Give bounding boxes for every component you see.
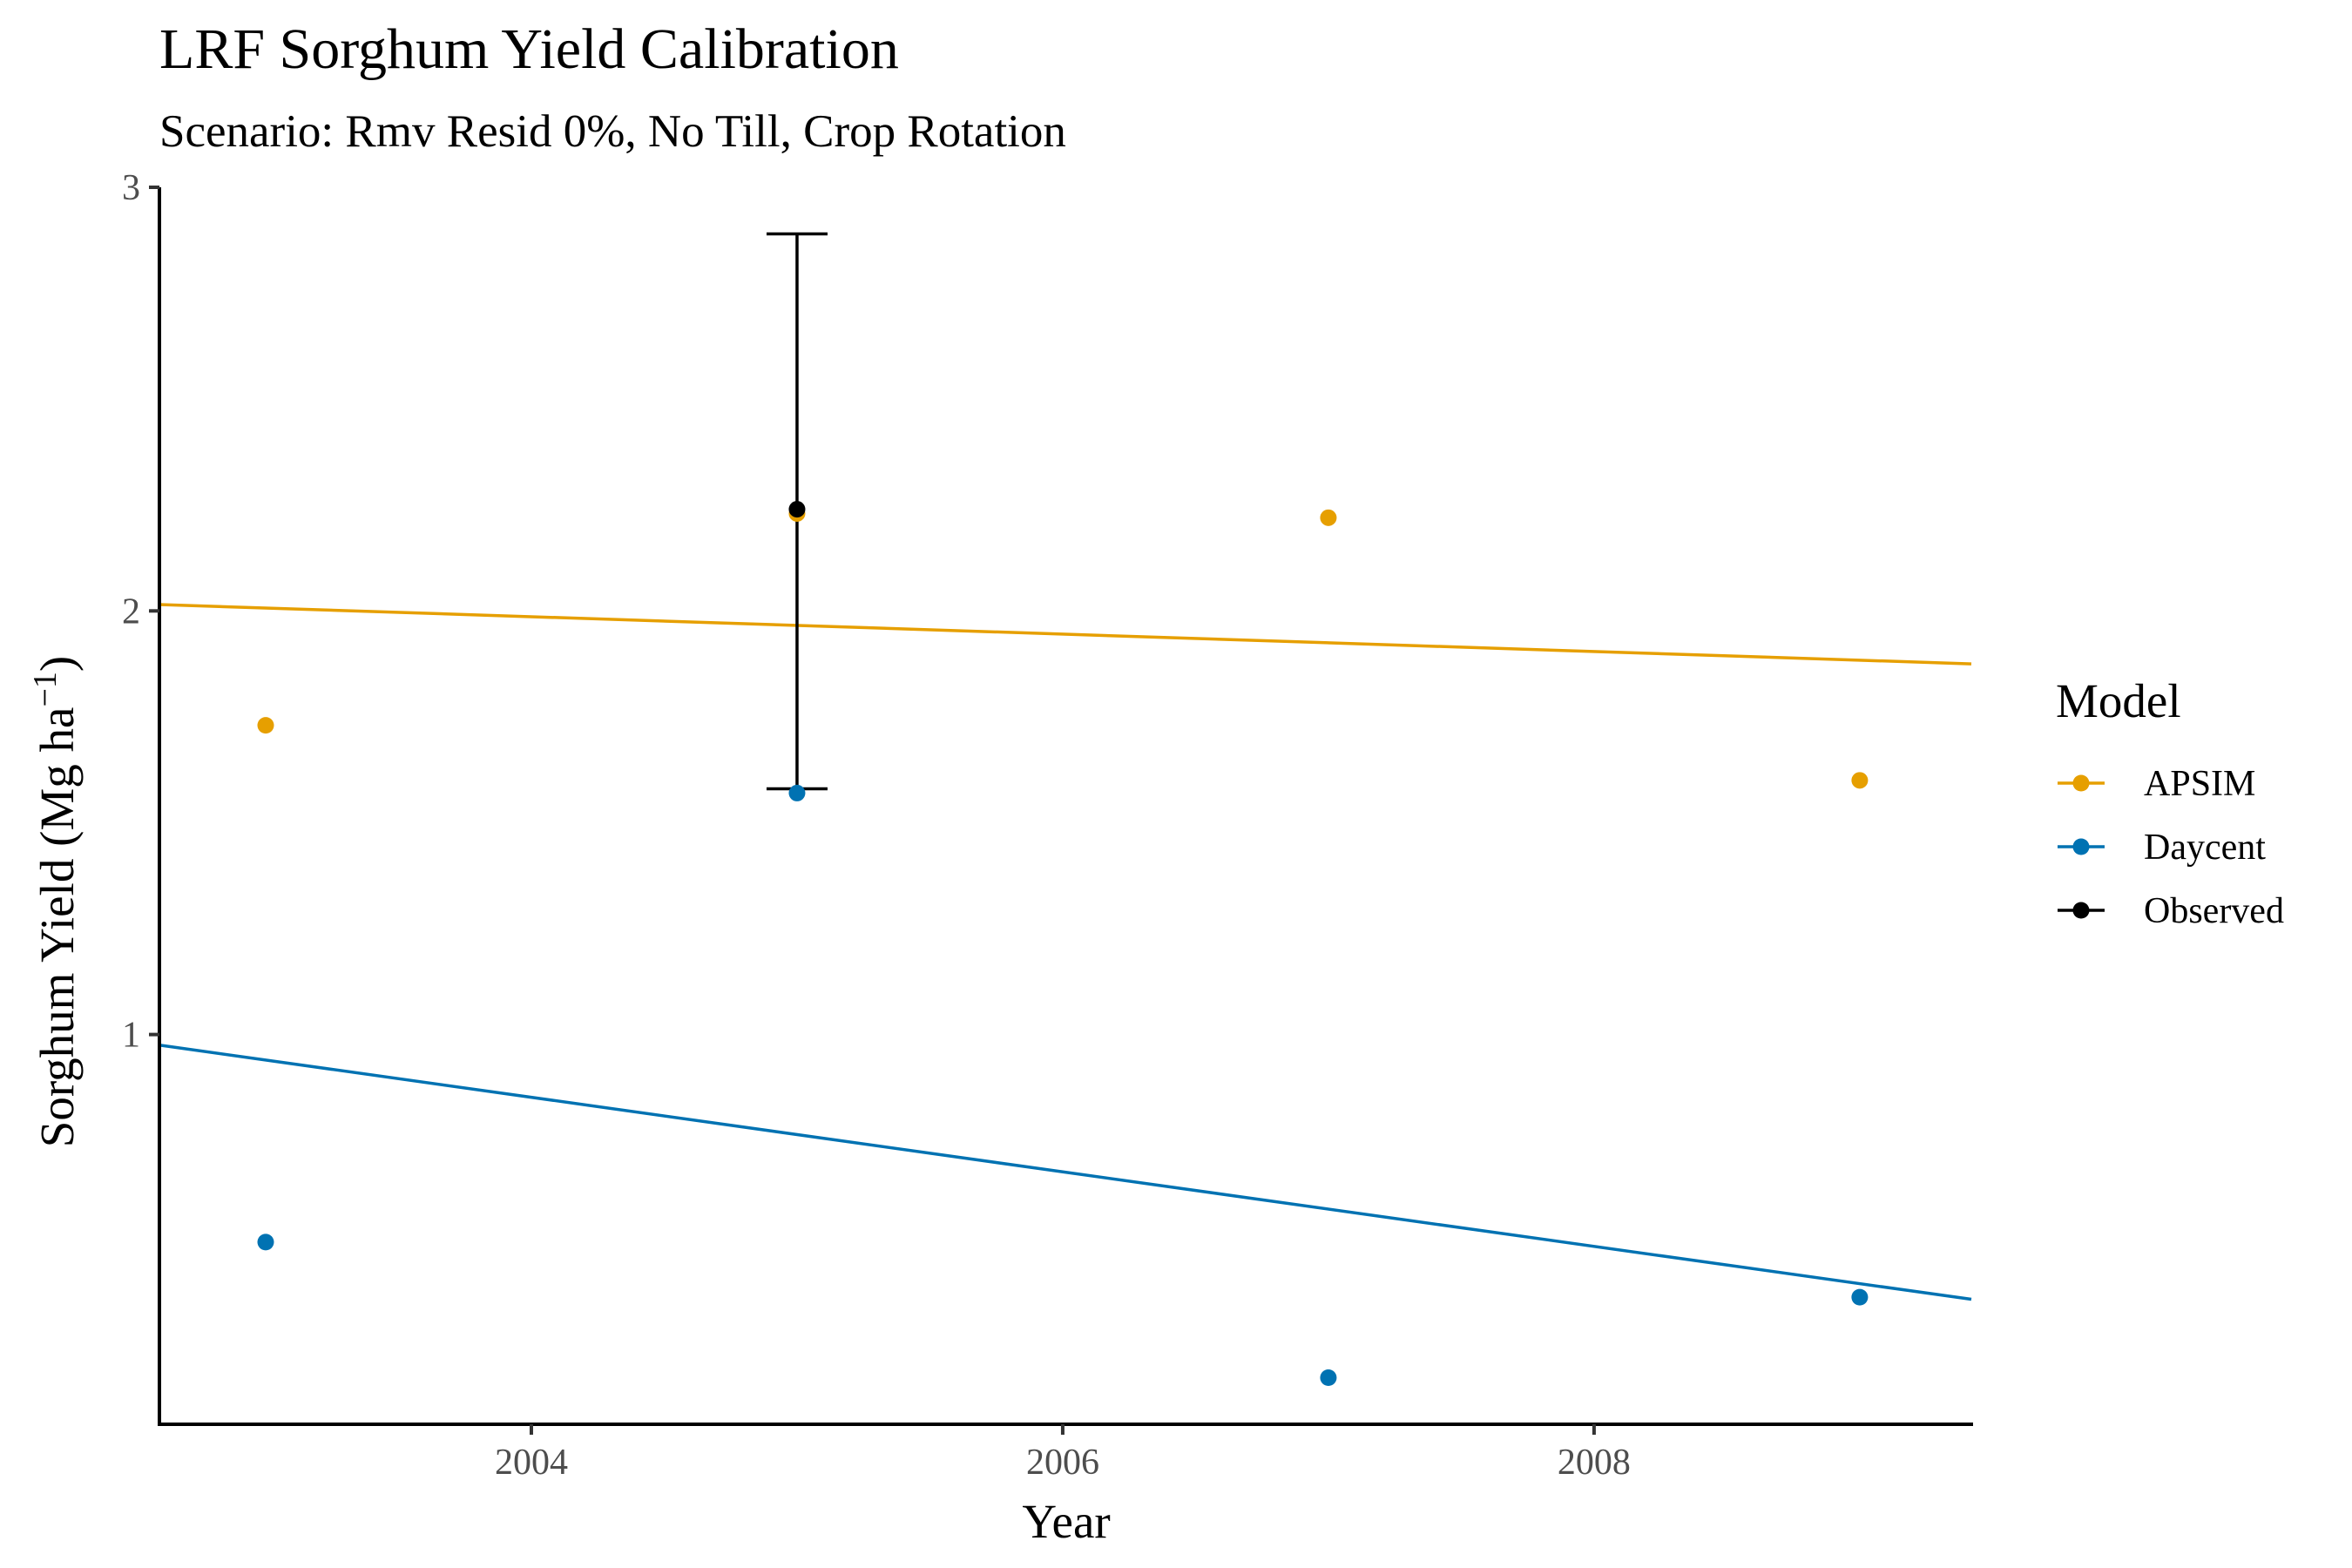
daycent-point xyxy=(1320,1369,1337,1387)
y-axis-title-close: ) xyxy=(30,656,84,672)
y-axis-title-main: Sorghum Yield (Mg ha xyxy=(30,707,84,1148)
apsim-trend-line xyxy=(159,603,1972,666)
legend-label-apsim: APSIM xyxy=(2144,764,2255,804)
apsim-point xyxy=(1851,772,1869,789)
chart-subtitle: Scenario: Rmv Resid 0%, No Till, Crop Ro… xyxy=(159,106,1066,157)
legend-item-daycent: Daycent xyxy=(2058,828,2266,868)
daycent-trend-line xyxy=(159,1044,1972,1301)
daycent-point xyxy=(1851,1288,1869,1306)
x-tick-label: 2006 xyxy=(1026,1443,1099,1483)
legend-label-daycent: Daycent xyxy=(2144,828,2266,868)
y-tick-label: 3 xyxy=(122,168,140,208)
legend-item-apsim: APSIM xyxy=(2058,764,2255,804)
daycent-point xyxy=(257,1233,274,1251)
legend-key-point xyxy=(2072,902,2090,919)
legend: Model APSIM Daycent Observed xyxy=(2056,674,2284,931)
y-tick-label: 2 xyxy=(122,591,140,632)
apsim-point xyxy=(1320,509,1337,526)
legend-key-point xyxy=(2072,774,2090,792)
legend-title: Model xyxy=(2056,674,2181,727)
x-tick-label: 2004 xyxy=(495,1443,568,1483)
y-tick-label: 1 xyxy=(122,1016,140,1056)
x-tick-label: 2008 xyxy=(1558,1443,1631,1483)
daycent-point xyxy=(788,784,806,801)
y-axis-title: Sorghum Yield (Mg ha−1) xyxy=(27,656,84,1147)
apsim-point xyxy=(257,717,274,734)
legend-label-observed: Observed xyxy=(2144,891,2284,931)
observed-point xyxy=(788,501,806,518)
x-axis-title: Year xyxy=(1022,1495,1110,1548)
legend-item-observed: Observed xyxy=(2058,891,2284,931)
chart-title: LRF Sorghum Yield Calibration xyxy=(159,17,899,81)
y-axis-title-superscript: −1 xyxy=(27,672,64,706)
legend-key-point xyxy=(2072,838,2090,855)
